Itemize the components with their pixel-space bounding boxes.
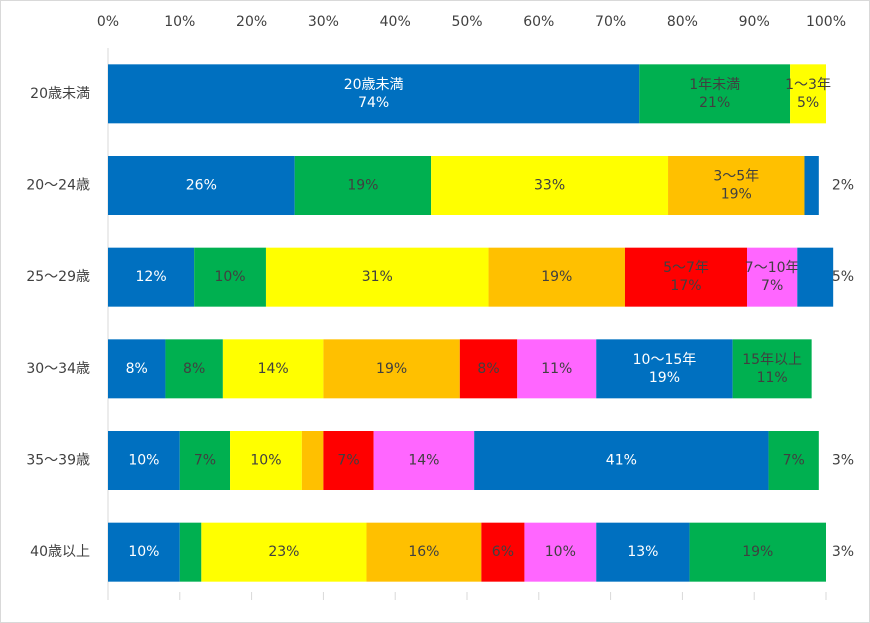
bar-segment (108, 156, 295, 215)
data-label: 12% (136, 269, 167, 285)
data-label: 7% (194, 453, 216, 469)
y-tick-label: 20歳未満 (30, 86, 90, 102)
x-tick-label: 40% (380, 14, 411, 30)
data-label: 3% (832, 544, 854, 560)
bar-segment (108, 64, 640, 124)
data-label: 20歳未満 74% (344, 77, 404, 111)
y-tick-label: 20～24歳 (26, 178, 90, 194)
bar-segment (294, 156, 432, 215)
bar-segment (732, 339, 812, 399)
bar-segment (222, 339, 324, 399)
bar-segment (596, 522, 690, 582)
data-label: 6% (492, 544, 514, 560)
bar-segment (323, 339, 460, 399)
x-tick-label: 80% (667, 14, 698, 30)
bar-segment (373, 431, 475, 490)
bar-segment (265, 247, 489, 307)
bar-segment (474, 431, 769, 490)
bar-segment (165, 339, 223, 399)
bar-segment (230, 431, 302, 490)
data-label: 5% (832, 269, 854, 285)
x-tick-label: 60% (523, 14, 554, 30)
bar-segment (790, 64, 826, 124)
data-label: 7% (783, 453, 805, 469)
bar-segment (201, 522, 367, 582)
x-tick-label: 50% (451, 14, 482, 30)
bar-segment (459, 339, 518, 399)
data-label: 10% (214, 269, 245, 285)
data-label: 14% (258, 361, 289, 377)
data-label: 3% (832, 453, 854, 469)
bar-segment (747, 247, 798, 307)
data-label: 10% (250, 453, 281, 469)
data-label: 23% (268, 544, 299, 560)
data-label: 7～10年 7% (745, 260, 800, 294)
y-tick-label: 30～34歳 (26, 361, 90, 377)
bar-segment (624, 247, 748, 307)
bar-segment (301, 431, 324, 490)
bar-segment (179, 431, 231, 490)
data-label: 10% (545, 544, 576, 560)
x-tick-label: 10% (164, 14, 195, 30)
bar-segment (596, 339, 733, 399)
bar-segment (639, 64, 791, 124)
x-tick-label: 30% (308, 14, 339, 30)
data-label: 33% (534, 178, 565, 194)
data-label: 7% (337, 453, 359, 469)
y-tick-label: 35～39歳 (26, 453, 90, 469)
data-label: 31% (362, 269, 393, 285)
data-label: 13% (627, 544, 658, 560)
data-label: 15年以上 11% (742, 352, 802, 386)
data-label: 10～15年 19% (633, 352, 697, 386)
x-tick-label: 70% (595, 14, 626, 30)
data-label: 26% (186, 178, 217, 194)
x-tick-label: 90% (739, 14, 770, 30)
bar-segment (668, 156, 805, 215)
data-label: 19% (376, 361, 407, 377)
data-label: 8% (126, 361, 148, 377)
data-label: 5～7年 17% (663, 260, 709, 294)
y-tick-label: 40歳以上 (30, 544, 90, 560)
bar-segment (768, 431, 819, 490)
data-label: 16% (408, 544, 439, 560)
data-label: 1～3年 5% (785, 77, 831, 111)
data-label: 14% (408, 453, 439, 469)
bar-segment (431, 156, 669, 215)
bar-segment (194, 247, 266, 307)
data-label: 10% (128, 453, 159, 469)
bar-segment (488, 247, 625, 307)
data-label: 8% (477, 361, 499, 377)
bar-segment (108, 339, 166, 399)
data-label: 19% (742, 544, 773, 560)
data-label: 8% (183, 361, 205, 377)
data-label: 3～5年 19% (713, 169, 759, 203)
bar-segment (179, 522, 202, 582)
data-label: 10% (128, 544, 159, 560)
bar-segment (689, 522, 826, 582)
data-label: 19% (541, 269, 572, 285)
bar-segment (108, 431, 180, 490)
data-label: 11% (541, 361, 572, 377)
bar-segment (517, 339, 597, 399)
bar-segment (323, 431, 374, 490)
bar-segment (481, 522, 525, 582)
y-tick-label: 25～29歳 (26, 269, 90, 285)
bar-segment (366, 522, 482, 582)
x-tick-label: 20% (236, 14, 267, 30)
x-tick-label: 0% (97, 14, 119, 30)
data-label: 19% (347, 178, 378, 194)
data-label: 41% (606, 453, 637, 469)
data-label: 2% (832, 178, 854, 194)
bar-segment (804, 156, 819, 215)
bar-segment (797, 247, 834, 307)
x-tick-label: 100% (806, 14, 846, 30)
bar-segment (524, 522, 597, 582)
bar-segment (108, 522, 180, 582)
bar-segment (108, 247, 195, 307)
data-label: 1年未満 21% (689, 77, 740, 111)
